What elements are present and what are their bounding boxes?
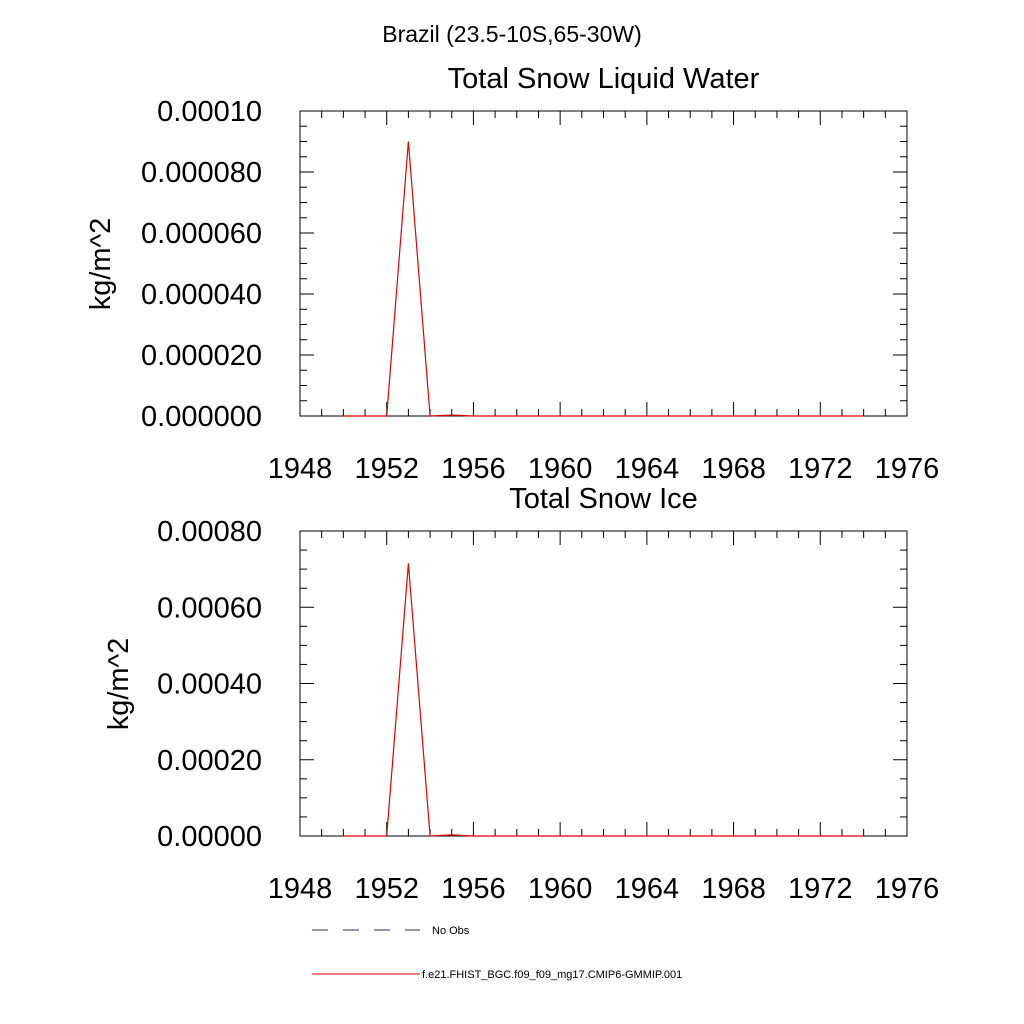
series-line-model — [343, 141, 864, 417]
x-tick-label: 1976 — [875, 873, 940, 905]
x-tick-label: 1968 — [701, 873, 766, 905]
x-tick-label: 1956 — [441, 453, 506, 485]
series-line-model — [343, 563, 864, 837]
x-tick-label: 1964 — [615, 453, 680, 485]
y-tick-label: 0.000000 — [141, 401, 262, 433]
y-tick-label: 0.00000 — [157, 821, 262, 853]
x-tick-label: 1972 — [788, 453, 853, 485]
x-tick-label: 1960 — [528, 453, 593, 485]
y-tick-label: 0.00080 — [157, 516, 262, 548]
x-tick-label: 1952 — [354, 873, 419, 905]
panel-snow-liquid-water: Total Snow Liquid Water kg/m^2 1948 1952 195… — [85, 63, 939, 485]
figure-title: Brazil (23.5-10S,65-30W) — [382, 21, 642, 47]
chart-title: Total Snow Liquid Water — [448, 63, 760, 95]
y-tick-label: 0.00060 — [157, 592, 262, 624]
y-axis-label: kg/m^2 — [85, 218, 117, 311]
x-tick-label: 1964 — [615, 873, 680, 905]
y-tick-label: 0.000060 — [141, 218, 262, 250]
x-tick-label: 1976 — [875, 453, 940, 485]
y-tick-label: 0.00040 — [157, 669, 262, 701]
legend: No Obs f.e21.FHIST_BGC.f09_f09_mg17.CMIP… — [312, 925, 682, 981]
y-tick-label: 0.00010 — [157, 96, 262, 128]
x-tick-label: 1956 — [441, 873, 506, 905]
chart-title: Total Snow Ice — [509, 483, 698, 515]
y-tick-label: 0.000080 — [141, 157, 262, 189]
legend-label-model: f.e21.FHIST_BGC.f09_f09_mg17.CMIP6-GMMIP… — [422, 969, 682, 981]
x-tick-label: 1948 — [268, 873, 333, 905]
y-tick-label: 0.000020 — [141, 340, 262, 372]
y-tick-label: 0.000040 — [141, 279, 262, 311]
x-tick-label: 1960 — [528, 873, 593, 905]
x-tick-label: 1968 — [701, 453, 766, 485]
x-tick-label: 1948 — [268, 453, 333, 485]
y-tick-label: 0.00020 — [157, 745, 262, 777]
x-tick-label: 1952 — [354, 453, 419, 485]
y-axis-label: kg/m^2 — [103, 638, 135, 731]
x-tick-label: 1972 — [788, 873, 853, 905]
panel-snow-ice: Total Snow Ice kg/m^2 1948 1952 1956 1960 1964… — [103, 483, 939, 905]
legend-label-no-obs: No Obs — [432, 925, 470, 937]
